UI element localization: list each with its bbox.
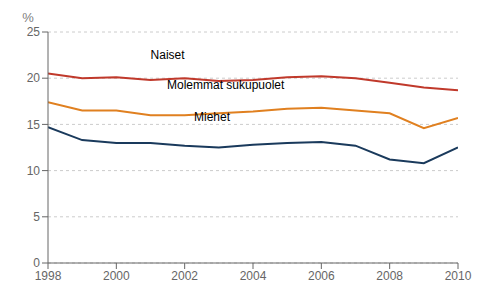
- svg-text:15: 15: [27, 118, 41, 132]
- svg-text:2006: 2006: [308, 269, 335, 283]
- svg-text:2004: 2004: [240, 269, 267, 283]
- svg-text:5: 5: [33, 210, 40, 224]
- svg-text:1998: 1998: [35, 269, 62, 283]
- svg-text:Miehet: Miehet: [194, 110, 231, 124]
- svg-text:0: 0: [33, 256, 40, 270]
- svg-text:Molemmat sukupuolet: Molemmat sukupuolet: [167, 78, 285, 92]
- svg-text:20: 20: [27, 71, 41, 85]
- svg-text:2008: 2008: [376, 269, 403, 283]
- svg-text:25: 25: [27, 25, 41, 39]
- svg-text:2000: 2000: [103, 269, 130, 283]
- svg-text:Naiset: Naiset: [151, 48, 186, 62]
- svg-text:%: %: [22, 10, 34, 25]
- svg-text:10: 10: [27, 164, 41, 178]
- svg-text:2002: 2002: [171, 269, 198, 283]
- svg-text:2010: 2010: [445, 269, 472, 283]
